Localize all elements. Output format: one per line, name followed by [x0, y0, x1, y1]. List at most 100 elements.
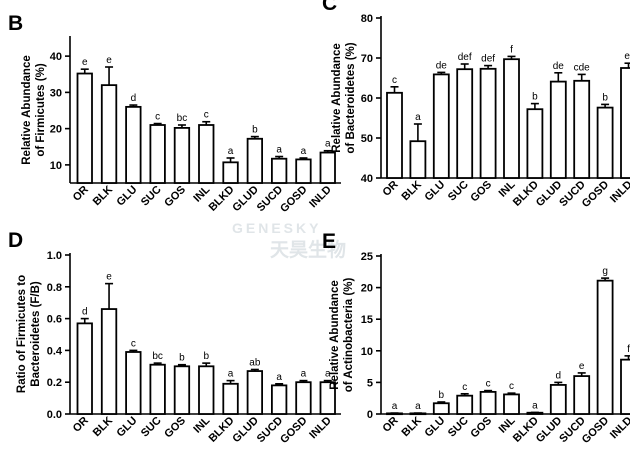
bar-GOSD	[596, 106, 614, 179]
bar-GOS	[479, 67, 497, 179]
significance-label: ab	[249, 357, 261, 368]
bar-INL	[198, 124, 215, 184]
bar-GOSD	[295, 381, 312, 415]
significance-label: g	[602, 266, 608, 277]
significance-label: bc	[152, 351, 163, 362]
significance-label: e	[579, 361, 585, 372]
bar-INL	[503, 58, 520, 179]
y-tick-label: 40	[361, 173, 373, 185]
significance-label: a	[276, 372, 282, 383]
category-label: BLK	[400, 179, 425, 204]
significance-label: d	[556, 370, 562, 381]
category-label: GLUD	[230, 415, 261, 446]
category-label: INLD	[307, 184, 334, 211]
y-axis-label: Relative Abundance of Bacteroidetes (%)	[331, 42, 357, 153]
significance-label: a	[276, 145, 282, 156]
y-axis-label-line: Relative Abundance	[21, 55, 33, 165]
significance-label: a	[325, 139, 331, 150]
bar-GLUD	[246, 137, 264, 184]
significance-label: bc	[177, 113, 188, 124]
y-tick-label: 30	[50, 87, 62, 99]
bar-GLUD	[246, 370, 264, 415]
bar-GOSD	[596, 279, 614, 415]
category-label: BLK	[400, 415, 425, 440]
category-label: INLD	[608, 415, 630, 442]
category-label: GOS	[468, 415, 494, 441]
bar-GOSD	[295, 158, 312, 184]
y-tick-label: 15	[361, 314, 373, 326]
category-label: BLKD	[207, 415, 237, 445]
significance-label: d	[82, 307, 88, 318]
bar-GLUD	[549, 80, 567, 179]
category-label: BLK	[91, 415, 116, 440]
y-tick-label: 60	[361, 93, 373, 105]
category-label: SUC	[446, 415, 471, 440]
category-label: OR	[71, 184, 91, 204]
significance-label: def	[458, 52, 472, 63]
y-axis-label: Relative Abundance of Actinobacteria (%)	[329, 278, 355, 393]
category-label: BLK	[91, 184, 116, 209]
y-tick-label: 25	[361, 251, 373, 263]
category-label: GLUD	[230, 184, 261, 215]
category-label: GLU	[423, 179, 448, 204]
y-tick-label: 0	[367, 409, 373, 421]
significance-label: c	[392, 75, 397, 86]
category-label: GOSD	[580, 179, 611, 210]
panel-label: E	[322, 230, 336, 253]
bar-SUC	[149, 363, 166, 415]
y-axis-label-line: of Actinobacteria (%)	[343, 278, 355, 393]
significance-label: c	[131, 338, 136, 349]
significance-label: c	[462, 382, 467, 393]
significance-label: a	[532, 400, 538, 411]
bar-BLK	[100, 308, 118, 415]
significance-label: b	[439, 390, 445, 401]
y-tick-label: 70	[361, 53, 373, 65]
significance-label: b	[203, 351, 209, 362]
watermark-line2: 天昊生物	[270, 238, 346, 261]
watermark: GENESKY 天昊生物	[232, 220, 346, 261]
y-tick-label: 20	[361, 283, 373, 295]
y-tick-label: 0.0	[47, 409, 62, 421]
y-tick-label: 1.0	[47, 250, 62, 262]
bar-GOS	[173, 127, 191, 184]
y-axis-label-line: Ratio of Firmicutes to	[16, 275, 28, 393]
category-label: GLU	[115, 415, 140, 440]
category-label: BLKD	[207, 184, 237, 214]
significance-label: a	[228, 146, 234, 157]
category-label: GOSD	[580, 415, 611, 446]
significance-label: e	[106, 55, 112, 66]
bar-BLKD	[222, 382, 239, 415]
bar-INLD	[620, 67, 630, 179]
y-tick-label: 0.4	[47, 345, 63, 357]
significance-label: a	[301, 146, 307, 157]
y-tick-label: 20	[50, 124, 62, 136]
panel-C: C 40 50 60 70 80 Relative Abundance of Bacteroi…	[322, 0, 630, 210]
bar-BLK	[100, 84, 118, 184]
bar-OR	[76, 322, 93, 415]
significance-label: ef	[624, 51, 630, 62]
bar-SUCD	[573, 375, 591, 415]
y-axis-label: Relative Abundance of Firmicutes (%)	[21, 55, 47, 165]
y-tick-label: 50	[361, 133, 373, 145]
y-tick-label: 40	[50, 51, 62, 63]
y-axis-label: Ratio of Firmicutes to Bacteroidetes (F/B…	[16, 275, 42, 393]
y-tick-label: 10	[50, 160, 62, 172]
significance-label: a	[325, 369, 331, 380]
bar-SUCD	[270, 157, 288, 184]
significance-label: b	[602, 92, 608, 103]
significance-label: b	[532, 92, 538, 103]
bar-SUC	[456, 68, 474, 179]
category-label: GLU	[423, 415, 448, 440]
bar-OR	[386, 91, 403, 179]
significance-label: a	[301, 369, 307, 380]
y-tick-label: 0.8	[47, 282, 62, 294]
bar-GLU	[125, 351, 142, 415]
panel-label: B	[8, 12, 23, 35]
bar-GLU	[432, 73, 450, 179]
significance-label: de	[553, 61, 565, 72]
significance-label: a	[415, 112, 421, 123]
significance-label: c	[155, 112, 160, 123]
bar-SUC	[456, 394, 474, 415]
panel-label: D	[8, 229, 23, 252]
